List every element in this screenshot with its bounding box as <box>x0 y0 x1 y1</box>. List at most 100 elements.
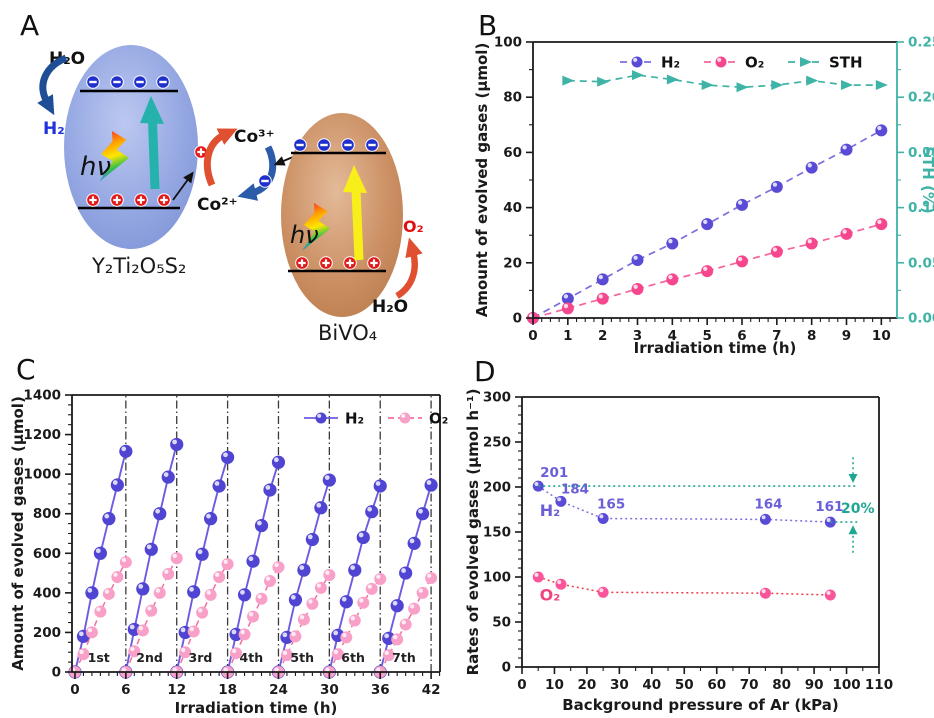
svg-text:90: 90 <box>805 677 824 693</box>
data-point <box>110 478 124 492</box>
data-point <box>399 566 413 580</box>
data-point <box>770 245 783 258</box>
data-point <box>339 595 353 609</box>
annotation-text: O₂ <box>540 585 561 604</box>
data-point <box>701 80 714 91</box>
data-point <box>701 218 714 231</box>
svg-text:24: 24 <box>269 682 288 698</box>
data-point <box>170 552 183 565</box>
series-o2 <box>532 571 836 601</box>
legend-label: STH <box>829 54 863 72</box>
svg-text:7: 7 <box>772 328 781 344</box>
data-point <box>289 630 302 643</box>
right-particle-label: BiVO₄ <box>318 321 377 345</box>
data-point <box>272 561 285 574</box>
legend: H₂ O₂ <box>304 410 448 428</box>
legend: H₂ O₂ STH <box>620 54 863 72</box>
svg-text:40: 40 <box>642 677 661 693</box>
photocatalyst-right: hν BiVO₄ <box>281 113 403 345</box>
svg-text:20: 20 <box>578 677 597 693</box>
svg-text:0: 0 <box>517 677 526 693</box>
data-point <box>204 512 218 526</box>
data-point <box>562 75 575 86</box>
excitation-arrow-left <box>140 96 164 190</box>
legend-label: O₂ <box>429 410 448 428</box>
data-point <box>221 558 234 571</box>
data-point <box>255 592 268 605</box>
svg-text:30: 30 <box>610 677 629 693</box>
data-point <box>348 614 361 627</box>
panel-b-label: B <box>478 9 498 42</box>
data-point <box>701 265 714 278</box>
data-point <box>374 573 387 586</box>
data-point <box>391 633 404 646</box>
chart-b: 0123456789100204060801000.000.050.100.15… <box>473 35 934 358</box>
data-point <box>297 563 311 577</box>
data-point <box>93 546 108 560</box>
svg-text:400: 400 <box>33 585 61 601</box>
water-oxidation: O₂ H₂O <box>372 217 424 317</box>
panel-d-label: D <box>474 355 496 388</box>
data-point <box>136 582 150 596</box>
data-point <box>348 563 362 577</box>
point-value-label: 161 <box>815 499 843 515</box>
hv-left-label: hν <box>80 152 111 182</box>
svg-text:18: 18 <box>218 682 237 698</box>
data-point <box>840 227 853 240</box>
data-point <box>771 80 784 91</box>
data-point <box>365 582 378 595</box>
svg-text:80: 80 <box>772 677 791 693</box>
data-point <box>187 625 200 638</box>
svg-text:0: 0 <box>528 328 537 344</box>
x-axis-title: Irradiation time (h) <box>175 699 338 717</box>
annotation-text: 3rd <box>189 650 213 665</box>
annotation-text: 4th <box>240 650 264 665</box>
data-point <box>875 80 888 91</box>
data-point <box>136 624 149 637</box>
data-point <box>246 554 260 568</box>
data-point <box>195 547 209 561</box>
svg-text:50: 50 <box>492 615 511 631</box>
svg-text:100: 100 <box>483 570 511 586</box>
svg-text:0.10: 0.10 <box>908 200 934 216</box>
svg-text:4: 4 <box>668 328 677 344</box>
data-point <box>631 70 644 81</box>
annotation-text: 7th <box>392 650 416 665</box>
series-h2 <box>527 124 888 324</box>
data-point <box>597 586 609 598</box>
series-o2 <box>527 218 888 324</box>
svg-text:50: 50 <box>675 677 694 693</box>
svg-text:20: 20 <box>503 255 522 271</box>
annotation-text: H₂ <box>540 501 560 520</box>
y-axis-title: Amount of evolved gases (μmol) <box>473 43 491 318</box>
data-point <box>666 273 679 286</box>
data-point <box>824 589 836 601</box>
svg-text:2: 2 <box>598 328 607 344</box>
point-value-label: 201 <box>540 465 568 481</box>
data-point <box>805 237 818 250</box>
svg-text:200: 200 <box>483 480 511 496</box>
svg-text:0.00: 0.00 <box>908 311 934 327</box>
svg-text:3: 3 <box>633 328 642 344</box>
data-point <box>596 273 609 286</box>
left-particle-label: Y₂Ti₂O₅S₂ <box>91 254 186 278</box>
data-point <box>306 597 319 610</box>
data-point <box>85 626 98 639</box>
panel-c-label: C <box>16 353 36 386</box>
legend-label: O₂ <box>745 54 764 72</box>
y-axis-title: Amount of evolved gases (μmol) <box>9 396 27 671</box>
h2o-right-label: H₂O <box>372 297 408 317</box>
annotations: 20% H₂ O₂ <box>538 457 875 604</box>
data-point <box>162 568 175 581</box>
svg-text:6: 6 <box>737 328 746 344</box>
svg-text:1200: 1200 <box>23 427 61 443</box>
data-point <box>263 574 276 587</box>
point-value-label: 184 <box>561 481 589 497</box>
data-point <box>94 605 107 618</box>
svg-text:1400: 1400 <box>23 388 61 404</box>
annotation-text: 6th <box>341 650 365 665</box>
data-point <box>170 437 184 452</box>
data-point <box>416 507 430 521</box>
data-point <box>247 610 260 623</box>
svg-text:300: 300 <box>483 390 511 406</box>
